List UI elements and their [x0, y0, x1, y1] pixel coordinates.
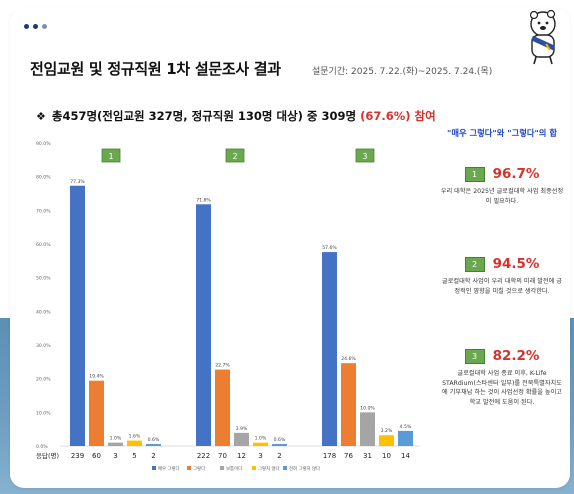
item-number-badge: 1: [464, 166, 485, 182]
count-label: 239: [71, 452, 84, 460]
bar: [196, 204, 211, 446]
y-tick-label: 10.0%: [36, 410, 51, 416]
bar: [272, 443, 287, 446]
result-item-2: 2 94.5% 글로컬대학 사업이 우리 대학의 미래 발전에 긍정적인 영향을…: [440, 256, 564, 296]
legend-label: 그렇지 않다: [258, 465, 280, 472]
page-title: 전임교원 및 정규직원 1차 설문조사 결과: [30, 60, 281, 78]
dot: [33, 24, 38, 29]
group-number-badge: [355, 148, 375, 163]
bar: [215, 369, 230, 446]
bar-value-label: 0.6%: [274, 437, 286, 443]
bar-value-label: 3.9%: [236, 426, 248, 432]
legend-swatch: [220, 466, 224, 470]
legend-label: 매우 그렇다: [158, 465, 180, 472]
item-description: 우리 대학은 2025년 글로컬대학 사업 최종선정이 필요하다.: [440, 188, 564, 205]
legend-label: 그렇다: [193, 465, 205, 472]
count-label: 14: [401, 452, 410, 460]
bar: [379, 435, 394, 446]
bar-value-label: 57.6%: [322, 245, 337, 251]
bar-value-label: 24.6%: [341, 356, 356, 362]
count-label: 70: [218, 452, 227, 460]
summary-highlight: (67.6%) 참여: [360, 109, 436, 123]
count-label: 10: [382, 452, 391, 460]
bar-value-label: 1.6%: [129, 434, 141, 440]
bar: [322, 252, 337, 446]
bar-value-label: 1.0%: [255, 436, 267, 442]
item-number-badge: 2: [464, 256, 485, 272]
group-number-label: 3: [362, 152, 367, 161]
y-tick-label: 70.0%: [36, 208, 51, 214]
count-label: 60: [92, 452, 101, 460]
result-item-1: 1 96.7% 우리 대학은 2025년 글로컬대학 사업 최종선정이 필요하다…: [440, 166, 564, 206]
y-tick-label: 0.0%: [36, 444, 48, 450]
bar: [146, 443, 161, 446]
legend-swatch: [152, 466, 156, 470]
mascot-illustration: [529, 9, 556, 65]
bar-value-label: 19.4%: [89, 374, 104, 380]
legend-swatch: [187, 466, 191, 470]
item-percent: 96.7%: [492, 166, 540, 182]
legend-label: 전혀 그렇지 않다: [289, 465, 320, 472]
bar-value-label: 3.2%: [381, 428, 393, 434]
bar-value-label: 77.3%: [70, 179, 85, 185]
bar: [341, 363, 356, 446]
legend-swatch: [283, 466, 287, 470]
bar-value-label: 0.6%: [148, 437, 160, 443]
count-label: 5: [132, 452, 136, 460]
bar-value-label: 4.5%: [400, 424, 412, 430]
bar: [108, 442, 123, 446]
bar-value-label: 10.0%: [360, 405, 375, 411]
group-number-badge: [225, 148, 245, 163]
count-label: 3: [113, 452, 117, 460]
count-label: 12: [237, 452, 246, 460]
bar-value-label: 22.7%: [215, 363, 230, 369]
participation-summary: ❖ 총457명(전임교원 327명, 정규직원 130명 대상) 중 309명 (…: [36, 108, 436, 124]
bar: [360, 412, 375, 446]
bar: [127, 440, 142, 446]
item-number-badge: 3: [464, 348, 485, 364]
legend-label: 보통이다: [226, 465, 242, 472]
group-number-badge: [101, 148, 121, 163]
y-tick-label: 60.0%: [36, 242, 51, 248]
y-tick-label: 80.0%: [36, 175, 51, 181]
bar: [89, 380, 104, 446]
dot: [24, 24, 29, 29]
result-item-3: 3 82.2% 글로컬대학 사업 종료 이후, K-Life STARdium(…: [440, 348, 564, 407]
y-tick-label: 40.0%: [36, 309, 51, 315]
y-tick-label: 30.0%: [36, 343, 51, 349]
slide-dots: [24, 24, 47, 29]
y-tick-label: 50.0%: [36, 276, 51, 282]
legend-swatch: [252, 466, 256, 470]
side-heading: "매우 그렇다"와 "그렇다"의 합: [447, 128, 557, 138]
item-description: 글로컬대학 사업이 우리 대학의 미래 발전에 긍정적인 영향을 미칠 것으로 …: [442, 278, 562, 295]
count-label: 2: [277, 452, 281, 460]
item-percent: 94.5%: [492, 256, 540, 272]
count-label: 3: [258, 452, 262, 460]
count-label: 178: [323, 452, 336, 460]
bullet-icon: ❖: [36, 110, 46, 123]
count-label: 222: [197, 452, 210, 460]
y-tick-label: 20.0%: [36, 377, 51, 383]
dot: [42, 24, 47, 29]
survey-period: 설문기간: 2025. 7.22.(화)~2025. 7.24.(목): [312, 67, 493, 77]
y-tick-label: 90.0%: [36, 141, 51, 147]
group-number-label: 2: [232, 152, 237, 161]
count-label: 31: [363, 452, 372, 460]
group-number-label: 1: [108, 152, 113, 161]
count-label: 2: [151, 452, 155, 460]
bar-value-label: 71.8%: [196, 197, 211, 203]
item-description: 글로컬대학 사업 종료 이후, K-Life STARdium(스타센터 일부)…: [442, 370, 562, 406]
bar-value-label: 1.0%: [110, 436, 122, 442]
bar: [398, 430, 413, 446]
summary-text: 총457명(전임교원 327명, 정규직원 130명 대상) 중 309명: [51, 109, 357, 123]
bar: [253, 442, 268, 446]
count-label: 76: [344, 452, 353, 460]
bar: [70, 185, 85, 447]
bar: [234, 432, 249, 446]
count-row-label: 응답(명): [36, 451, 59, 460]
item-percent: 82.2%: [492, 348, 540, 364]
